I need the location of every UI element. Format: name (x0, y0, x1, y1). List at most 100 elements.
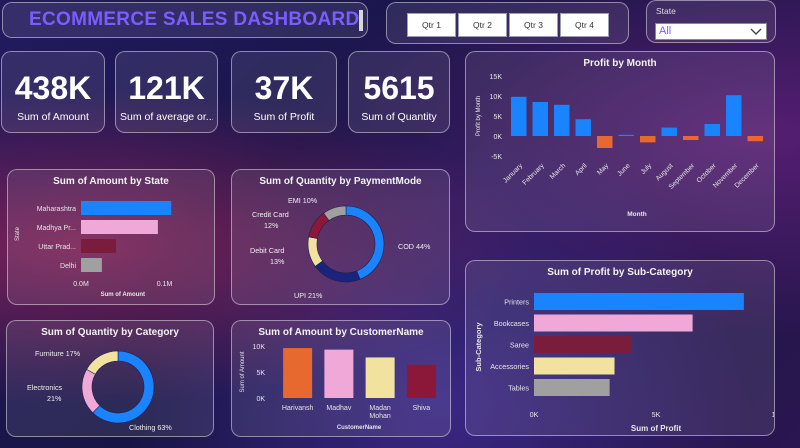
y-tick-label: Tables (508, 384, 529, 393)
slice-label: 12% (264, 221, 279, 230)
chevron-down-icon (750, 28, 762, 35)
slice-emi (323, 205, 347, 221)
kpi-label: Sum of average or... (120, 111, 213, 123)
x-tick-label: 10K (772, 410, 774, 419)
x-tick-label: 0K (530, 410, 539, 419)
kpi-value: 37K (254, 70, 314, 106)
y-axis-title: Sub-Category (474, 322, 483, 372)
state-filter-label: State (656, 6, 676, 16)
amount-by-customer-chart: 10K 5K 0K Sum of Amount Harivansh Madhav Madan… (240, 344, 436, 431)
kpi-value: 121K (128, 70, 205, 106)
title-accent-bar (359, 10, 363, 31)
y-tick-label: Saree (510, 341, 529, 350)
slice-label: 13% (270, 257, 285, 266)
y-tick-label: 10K (253, 344, 266, 351)
y-tick-label: Accessories (490, 362, 529, 371)
quarter-button-4[interactable]: Qtr 4 (560, 13, 609, 37)
state-dropdown[interactable]: All (655, 23, 767, 40)
quarter-button-2[interactable]: Qtr 2 (458, 13, 507, 37)
kpi-label: Sum of Quantity (361, 111, 437, 123)
bar-uttar-prad (81, 239, 117, 253)
quarter-slicer: Qtr 1 Qtr 2 Qtr 3 Qtr 4 (386, 2, 629, 44)
quarter-button-3[interactable]: Qtr 3 (509, 13, 558, 37)
x-tick-label: May (596, 162, 610, 176)
quantity-by-category-panel: Sum of Quantity by Category Clothing 63%… (6, 320, 214, 437)
bar-november (726, 95, 742, 136)
y-tick-label: Madhya Pr... (37, 225, 76, 232)
state-filter: State All (646, 0, 776, 43)
bar-harivansh (283, 348, 313, 398)
bar-march (554, 104, 570, 136)
slice-label: 21% (47, 394, 62, 403)
amount-by-state-chart: Maharashtra Madhya Pr... Uttar Prad... Delh… (15, 201, 173, 298)
x-tick-label: 0.0M (73, 281, 89, 288)
y-tick-label: Printers (504, 298, 529, 307)
bar-madhya-pr (81, 220, 158, 234)
bar-february (532, 102, 548, 136)
x-tick-label: Madhav (326, 405, 351, 412)
x-tick-label: Madan (369, 405, 391, 412)
y-tick-label: 10K (490, 94, 503, 101)
kpi-value: 438K (14, 70, 92, 106)
slice-upi (314, 260, 361, 283)
bar-may (597, 136, 613, 148)
y-tick-label: Uttar Prad... (38, 244, 76, 251)
chart-title: Sum of Quantity by Category (41, 327, 179, 338)
profit-by-subcategory-chart: Printers Bookcases Saree Accessories Tables 0… (474, 293, 774, 433)
quarter-button-1[interactable]: Qtr 1 (407, 13, 456, 37)
title-banner: ECOMMERCE SALES DASHBOARD (2, 2, 368, 38)
amount-by-state-panel: Sum of Amount by State Maharashtra Madhya… (7, 169, 215, 305)
chart-title: Sum of Amount by State (53, 176, 169, 187)
chart-title: Sum of Profit by Sub-Category (547, 267, 693, 278)
x-axis-title: Sum of Profit (631, 424, 682, 433)
slice-electronics (81, 368, 101, 414)
bar-tables (534, 379, 610, 396)
slice-label: UPI 21% (294, 291, 323, 300)
kpi-card-average-order: 121K Sum of average or... (115, 51, 218, 133)
x-tick-label: June (616, 162, 632, 178)
bar-delhi (81, 258, 102, 272)
bar-saree (534, 336, 632, 353)
y-axis-title: Sum of Amount (240, 351, 246, 392)
chart-title: Sum of Amount by CustomerName (258, 327, 424, 338)
amount-by-customer-panel: Sum of Amount by CustomerName 10K 5K 0K Sum… (231, 320, 451, 437)
kpi-label: Sum of Profit (253, 111, 315, 123)
x-tick-label: 0.1M (157, 281, 173, 288)
x-tick-label: March (549, 162, 567, 180)
bar-madan-mohan (365, 357, 395, 398)
x-tick-label: February (521, 162, 546, 187)
y-tick-label: 15K (490, 74, 503, 81)
slice-cod (345, 205, 385, 280)
x-tick-label: April (574, 162, 589, 177)
bar-january (511, 96, 527, 136)
profit-by-subcategory-panel: Sum of Profit by Sub-Category Printers Bo… (465, 260, 775, 436)
bar-shiva (406, 364, 436, 398)
kpi-value: 5615 (363, 70, 435, 106)
bar-december (747, 136, 763, 142)
bar-maharashtra (81, 201, 172, 215)
x-axis-title: CustomerName (337, 425, 382, 431)
slice-furniture (86, 350, 119, 375)
x-axis-title: Sum of Amount (101, 292, 145, 298)
y-tick-label: Maharashtra (37, 206, 76, 213)
y-tick-label: Bookcases (494, 319, 530, 328)
y-tick-label: 5K (493, 114, 502, 121)
x-tick-label: 5K (652, 410, 661, 419)
paymentmode-panel: Sum of Quantity by PaymentMode COD 44% UP… (231, 169, 450, 305)
y-tick-label: 0K (256, 396, 265, 403)
x-tick-label: Shiva (413, 405, 431, 412)
bar-printers (534, 293, 744, 310)
slice-clothing (92, 350, 155, 424)
bar-august (661, 127, 677, 136)
slice-credit-card (308, 212, 330, 239)
y-axis-title: State (15, 226, 21, 241)
slice-label: COD 44% (398, 242, 431, 251)
page-title: ECOMMERCE SALES DASHBOARD (29, 9, 360, 30)
chart-title: Profit by Month (583, 58, 657, 69)
y-tick-label: Delhi (60, 263, 76, 270)
bar-june (618, 134, 634, 136)
bar-bookcases (534, 314, 693, 332)
state-dropdown-value: All (659, 25, 672, 37)
slice-label: Electronics (27, 383, 63, 392)
